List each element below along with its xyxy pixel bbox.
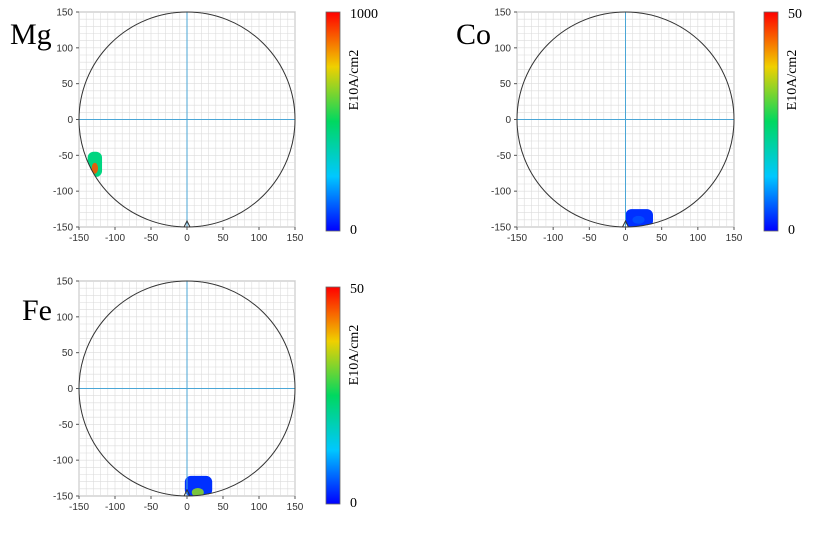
y-tick-label: -100 — [491, 187, 511, 198]
hotspot-layer — [87, 151, 103, 177]
panel-co: Co -150 -100 -50 0 50 100 150 150 100 50 0 -50 -100-… — [438, 0, 822, 260]
y-tick-label: -50 — [59, 151, 74, 162]
y-tick-label: -150 — [53, 223, 73, 234]
y-tick-label: -150 — [53, 492, 73, 503]
x-tick-label: -150 — [69, 233, 89, 244]
x-tick-label: 0 — [184, 233, 190, 244]
wafer-notch — [183, 488, 191, 497]
x-tick-label: -50 — [582, 233, 597, 244]
x-tick-label: 50 — [656, 233, 668, 244]
colorbar-max-label: 50 — [350, 282, 364, 297]
x-tick-label: -50 — [144, 502, 159, 513]
colorbar-label: E10A/cm2 — [785, 50, 800, 111]
x-tick-label: 0 — [623, 233, 629, 244]
y-tick-label: 50 — [62, 79, 74, 90]
x-tick-label: 150 — [287, 233, 304, 244]
y-tick-label: 150 — [56, 277, 73, 288]
x-tick-label: -100 — [543, 233, 563, 244]
y-tick-label: 0 — [505, 115, 511, 126]
y-tick-label: 100 — [56, 312, 73, 323]
element-label: Fe — [22, 294, 52, 327]
hotspot-layer — [625, 209, 653, 227]
x-tick-label: -150 — [69, 502, 89, 513]
hotspot-peak — [191, 488, 204, 496]
colorbar-max-label: 50 — [788, 7, 802, 22]
x-tick-label: 150 — [287, 502, 304, 513]
colorbar-min-label: 0 — [350, 496, 357, 511]
x-tick-label: -50 — [144, 233, 159, 244]
hotspot-peak — [91, 162, 99, 174]
wafer-map: -150 -100 -50 0 50 100 150 150 100 50 0 -50 -100 -150… — [53, 7, 378, 244]
y-tick-label: -100 — [53, 456, 73, 467]
hotspot-peak — [632, 215, 645, 224]
y-tick-label: 0 — [67, 115, 73, 126]
x-tick-label: -100 — [105, 233, 125, 244]
colorbar-label: E10A/cm2 — [347, 50, 362, 111]
wafer-map: -150 -100 -50 0 50 100 150 150 100 50 0 -50 -100 -150… — [53, 277, 364, 514]
colorbar — [763, 11, 779, 232]
y-tick-label: -100 — [53, 187, 73, 198]
y-tick-label: -50 — [497, 151, 512, 162]
y-tick-label: -150 — [491, 223, 511, 234]
y-tick-label: 50 — [62, 348, 74, 359]
y-tick-label: 150 — [56, 8, 73, 19]
y-tick-label: 100 — [56, 43, 73, 54]
colorbar — [325, 11, 341, 232]
element-label: Mg — [10, 18, 52, 51]
y-tick-label: -50 — [59, 420, 74, 431]
x-tick-label: 50 — [217, 502, 229, 513]
y-tick-label: 100 — [494, 43, 511, 54]
x-tick-label: -150 — [507, 233, 527, 244]
y-tick-label: 0 — [67, 384, 73, 395]
wafer-map: -150 -100 -50 0 50 100 150 150 100 50 0 -50 -100 -150… — [491, 7, 802, 244]
x-tick-label: 100 — [689, 233, 706, 244]
x-tick-label: 0 — [184, 502, 190, 513]
x-tick-label: 100 — [251, 233, 268, 244]
hotspot — [184, 475, 213, 496]
x-tick-label: 100 — [251, 502, 268, 513]
panel-mg: Mg -150 -100 -50 0 50 100 150 150 100 50 0 -50 -100-… — [0, 0, 400, 260]
y-tick-label: 150 — [494, 8, 511, 19]
element-label: Co — [456, 18, 492, 51]
x-tick-label: -100 — [105, 502, 125, 513]
colorbar — [325, 286, 341, 505]
colorbar-label: E10A/cm2 — [347, 325, 362, 386]
colorbar-max-label: 1000 — [350, 7, 378, 22]
x-tick-label: 150 — [726, 233, 743, 244]
wafer-notch — [622, 219, 629, 228]
x-tick-label: 50 — [217, 233, 229, 244]
colorbar-min-label: 0 — [788, 223, 795, 238]
wafer-notch — [183, 219, 191, 228]
hotspot-layer — [184, 475, 213, 496]
panel-fe: Fe -150 -100 -50 0 50 100 150 150 100 50 0 -50 -100-… — [0, 268, 400, 532]
y-tick-label: 50 — [500, 79, 512, 90]
colorbar-min-label: 0 — [350, 223, 357, 238]
